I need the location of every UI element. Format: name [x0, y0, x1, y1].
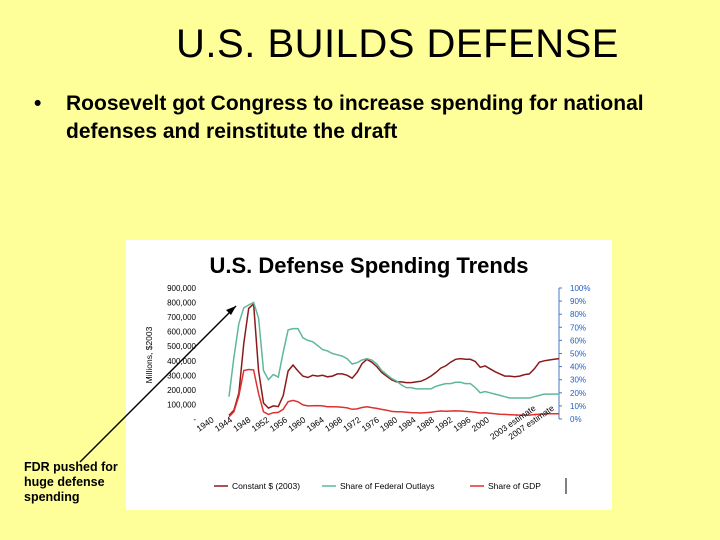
x-tick-label: 1992 [433, 414, 454, 433]
series-share-gdp [228, 368, 559, 418]
right-tick-label: 80% [570, 310, 586, 319]
x-tick-label: 1976 [360, 414, 381, 433]
left-tick-label: 400,000 [167, 357, 196, 366]
left-tick-label: 600,000 [167, 328, 196, 337]
left-tick-label: 800,000 [167, 299, 196, 308]
bullet-point: • Roosevelt got Congress to increase spe… [34, 90, 684, 146]
defense-spending-chart: U.S. Defense Spending Trends 900,000 800,0… [126, 240, 612, 510]
x-tick-label: 1980 [378, 414, 399, 433]
left-tick-label: 200,000 [167, 386, 196, 395]
x-tick-label: 1988 [415, 414, 436, 433]
right-tick-label: 100% [570, 284, 590, 293]
x-tick-label: 1948 [231, 414, 252, 433]
x-tick-label: 1984 [396, 414, 417, 433]
bullet-text: Roosevelt got Congress to increase spend… [66, 92, 644, 143]
x-tick-label: 1960 [286, 414, 307, 433]
x-tick-label: 1956 [268, 414, 289, 433]
chart-title: U.S. Defense Spending Trends [209, 253, 528, 278]
x-tick-label: 1952 [250, 414, 271, 433]
right-tick-label: 40% [570, 363, 586, 372]
right-tick-label: 30% [570, 376, 586, 385]
x-tick-label: 1944 [213, 414, 234, 433]
x-tick-label: 1964 [305, 414, 326, 433]
series-share-federal-outlays [228, 301, 559, 399]
left-tick-label: 300,000 [167, 371, 196, 380]
legend-label: Constant $ (2003) [232, 481, 300, 491]
right-tick-label: 90% [570, 297, 586, 306]
slide-title: U.S. BUILDS DEFENSE [176, 22, 619, 66]
legend-label: Share of GDP [488, 481, 541, 491]
y-axis-label: Millions, $2003 [144, 326, 154, 383]
left-tick-label: 500,000 [167, 342, 196, 351]
fdr-note: FDR pushed for huge defense spending [24, 460, 118, 504]
right-tick-label: 50% [570, 350, 586, 359]
x-tick-label: 1996 [451, 414, 472, 433]
right-tick-label: 70% [570, 323, 586, 332]
x-tick-label: 1940 [194, 414, 215, 433]
right-tick-label: 10% [570, 402, 586, 411]
left-tick-label: 700,000 [167, 313, 196, 322]
series-constant-dollars [228, 302, 560, 416]
right-tick-label: 60% [570, 336, 586, 345]
x-tick-label: 1968 [323, 414, 344, 433]
right-tick-label: 0% [570, 415, 582, 424]
bullet-symbol: • [34, 92, 42, 115]
left-tick-label: 100,000 [167, 400, 196, 409]
right-tick-label: 20% [570, 389, 586, 398]
chart-svg: U.S. Defense Spending Trends 900,000 800,0… [144, 253, 590, 494]
legend-label: Share of Federal Outlays [340, 481, 435, 491]
x-tick-label: 2000 [470, 414, 491, 433]
left-tick-label: 900,000 [167, 284, 196, 293]
left-tick-label: - [193, 415, 196, 424]
x-tick-label: 1972 [341, 414, 362, 433]
